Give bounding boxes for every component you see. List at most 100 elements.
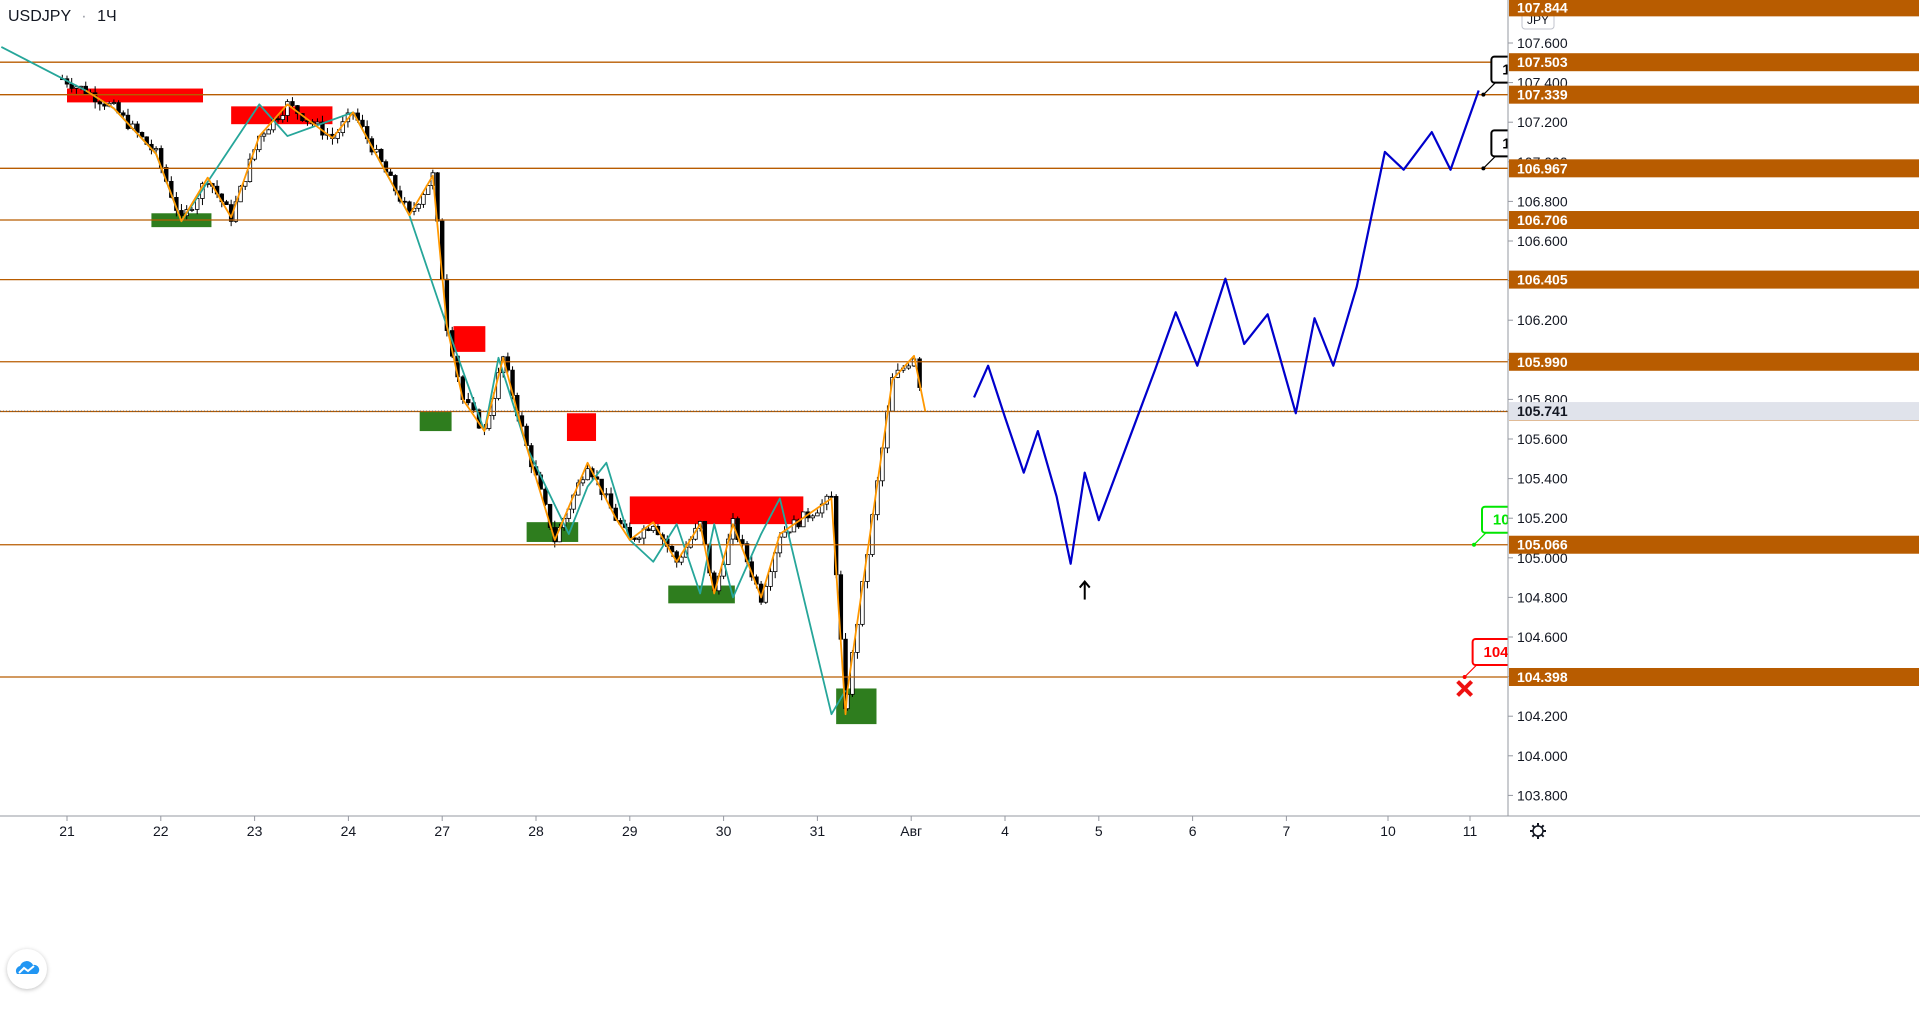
candle-body	[763, 586, 769, 603]
y-tick-label: 107.600	[1517, 35, 1568, 51]
candle-body	[179, 210, 184, 217]
callout-pointer	[1464, 664, 1478, 678]
x-tick-label: 11	[1463, 823, 1478, 839]
candle-body	[280, 115, 285, 120]
zigzag-series	[0, 46, 847, 716]
level-badge-text: 104.398	[1517, 669, 1568, 685]
callout-pointer	[1482, 82, 1496, 96]
candle-body	[224, 201, 229, 206]
level-badge: 106.706	[1509, 211, 1919, 230]
currency-label: JPY	[1527, 13, 1549, 27]
candle-body	[646, 528, 651, 532]
current-price-badge-text: 105.741	[1517, 403, 1568, 419]
candle-body	[315, 121, 320, 125]
candle-body	[266, 129, 271, 135]
candle-body	[829, 495, 834, 498]
current-price-badge: 105.741	[1509, 402, 1919, 421]
y-tick-label: 104.000	[1517, 748, 1568, 764]
candle-body	[505, 356, 511, 371]
callout-pointer	[1473, 532, 1487, 546]
symbol-name: USDJPY	[8, 8, 71, 25]
candle-body	[402, 200, 407, 203]
supply-zone	[453, 326, 486, 352]
x-tick-label: 24	[341, 823, 357, 839]
y-tick-label: 105.400	[1517, 471, 1568, 487]
x-tick-label: 6	[1189, 823, 1197, 839]
candle-body	[768, 571, 773, 587]
candle-body	[636, 537, 642, 540]
candle-body	[261, 133, 267, 137]
candle-body	[271, 118, 276, 131]
symbol-header[interactable]: USDJPY · 1Ч	[8, 8, 117, 26]
gear-hub	[1532, 825, 1544, 837]
tradingview-logo[interactable]	[7, 949, 47, 989]
x-tick-label: 28	[528, 823, 544, 839]
candle-body	[580, 479, 586, 484]
candle-body	[111, 102, 117, 104]
up-arrow-head	[1078, 579, 1091, 589]
candle-body	[421, 194, 426, 205]
candle-body	[416, 203, 421, 209]
x-tick-label: Авг	[900, 823, 922, 839]
y-tick-label: 105.200	[1517, 510, 1568, 526]
level-badge-box	[1509, 85, 1919, 104]
candle-body	[121, 112, 126, 116]
callout-pointer	[1482, 155, 1496, 169]
y-tick-label: 106.800	[1517, 193, 1568, 209]
x-tick-label: 7	[1283, 823, 1291, 839]
y-tick-label: 105.000	[1517, 550, 1568, 566]
candle-body	[407, 201, 412, 212]
demand-zone	[836, 688, 877, 725]
callout-anchor	[1462, 674, 1467, 679]
x-tick-label: 5	[1095, 823, 1103, 839]
candle-body	[425, 185, 431, 195]
level-badge: 104.398	[1509, 667, 1919, 686]
candle-body	[102, 103, 107, 107]
candle-body	[735, 518, 740, 540]
zigzag-series	[973, 90, 1480, 565]
x-tick-label: 23	[247, 823, 263, 839]
level-badge-text: 106.405	[1517, 272, 1568, 288]
level-badge-box	[1509, 53, 1919, 72]
level-badge-box	[1509, 535, 1919, 554]
x-tick-label: 21	[59, 823, 75, 839]
candle-body	[815, 512, 820, 517]
y-tick-label: 104.600	[1517, 629, 1568, 645]
interval-label[interactable]: 1Ч	[97, 8, 117, 25]
candle-body	[379, 148, 384, 163]
candle-body	[782, 531, 787, 538]
supply-zone	[566, 413, 597, 441]
x-tick-label: 31	[810, 823, 826, 839]
zones-layer	[67, 88, 877, 725]
level-badge-text: 106.706	[1517, 212, 1568, 228]
zigzag-series	[85, 89, 927, 716]
y-tick-label: 104.800	[1517, 589, 1568, 605]
callout-anchor	[1481, 92, 1486, 97]
current-price-badge-box	[1509, 402, 1919, 421]
level-badge: 107.503	[1509, 53, 1919, 72]
candle-body	[285, 101, 290, 116]
supply-zone	[629, 496, 804, 525]
x-tick-label: 30	[716, 823, 732, 839]
candle-body	[543, 488, 548, 505]
candle-body	[585, 468, 590, 481]
candle-body	[153, 148, 159, 151]
candle-body	[139, 132, 145, 138]
y-tick-label: 106.600	[1517, 233, 1568, 249]
levels-layer	[0, 61, 1508, 678]
level-badge: 105.990	[1509, 352, 1919, 371]
level-badge: 106.405	[1509, 270, 1919, 289]
level-badge-top-text: 107.844	[1517, 0, 1568, 15]
y-tick-label: 106.200	[1517, 312, 1568, 328]
candle-body	[906, 365, 911, 369]
candle-body	[651, 525, 656, 532]
cloud-chart-icon	[15, 961, 40, 974]
series-layer	[0, 46, 1480, 716]
level-badge: 107.339	[1509, 85, 1919, 104]
level-badge-top: 107.844	[1509, 0, 1919, 17]
level-badge-text: 106.967	[1517, 160, 1568, 176]
gear-icon[interactable]	[1530, 823, 1546, 839]
x-tick-label: 22	[153, 823, 169, 839]
